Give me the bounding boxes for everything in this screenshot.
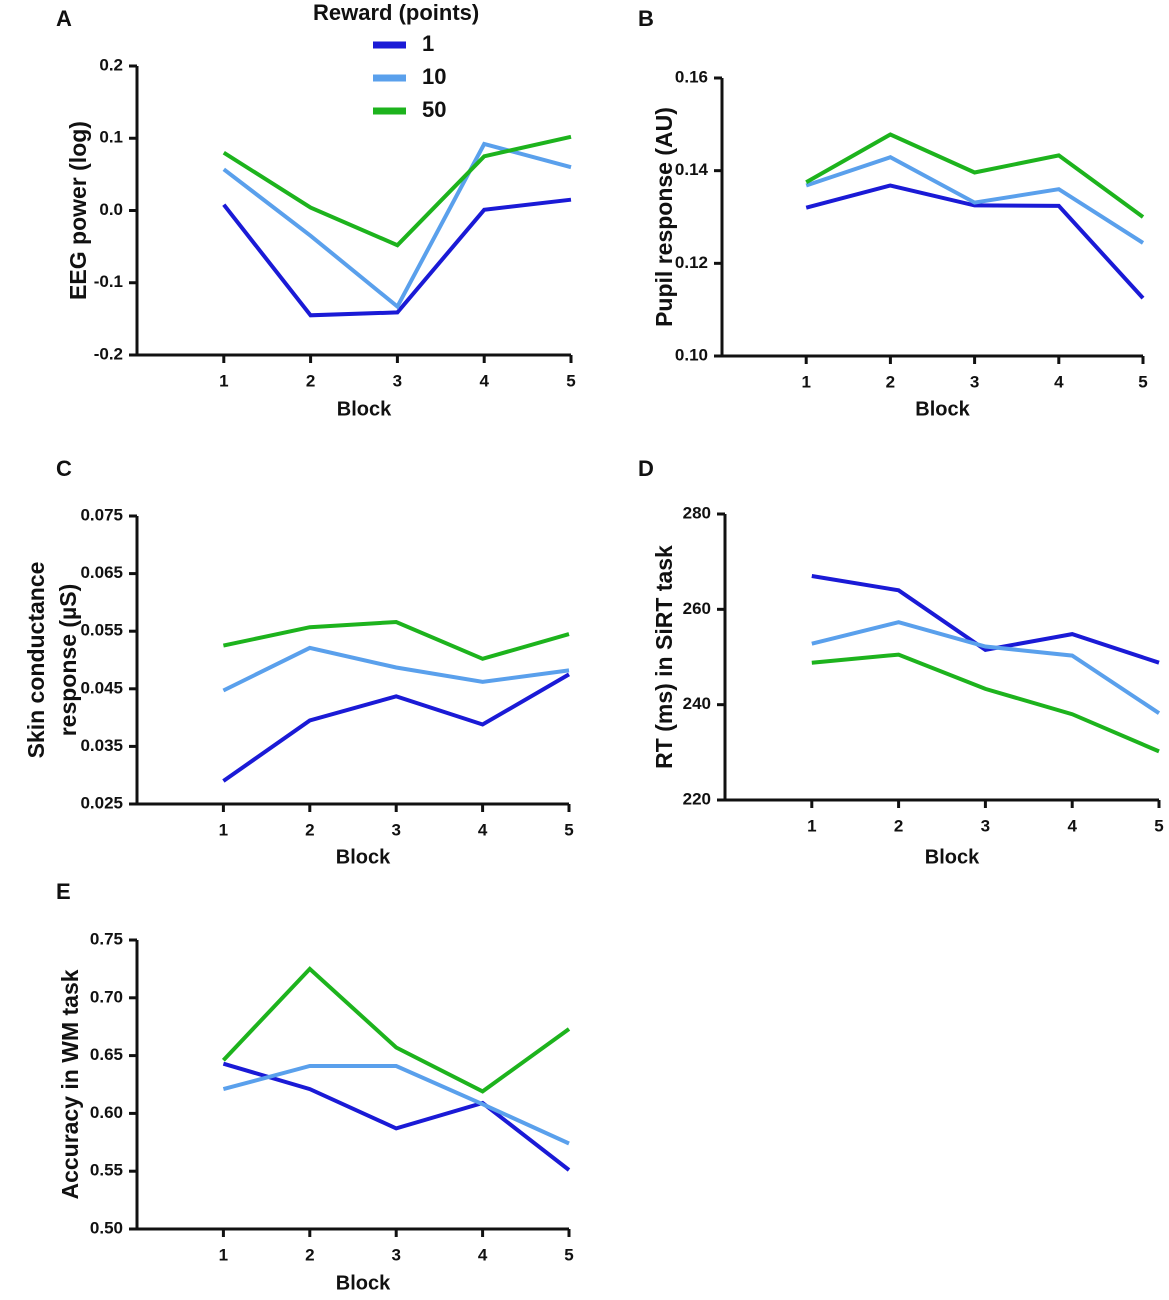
x-tick-label: 3 [393, 371, 402, 390]
legend-label-50: 50 [422, 97, 446, 122]
panel-letter: A [56, 6, 72, 31]
x-tick-label: 3 [981, 816, 990, 835]
y-tick-label: 0.70 [90, 987, 123, 1006]
series-line-reward-50 [811, 652, 1160, 754]
x-axis-label: Block [925, 846, 980, 868]
series-line-reward-1 [811, 574, 1160, 665]
panels: A -0.2 -0.1 0.0 0.1 0.2 1 2 3 4 5 Block EEG power (l… [23, 6, 1164, 1294]
y-tick-label: 0.045 [80, 678, 123, 697]
x-tick-label: 3 [391, 820, 400, 839]
y-tick-label: 0.0 [99, 200, 123, 219]
x-axis-label: Block [336, 1272, 391, 1294]
y-tick-label: 0.055 [80, 621, 123, 640]
x-tick-label: 2 [886, 372, 895, 391]
y-tick-label: 0.025 [80, 793, 123, 812]
y-tick-label: 0.60 [90, 1103, 123, 1122]
y-tick-label: 0.14 [675, 160, 709, 179]
x-tick-label: 4 [479, 371, 489, 390]
x-tick-label: 2 [306, 371, 315, 390]
series-line-reward-1 [805, 183, 1145, 300]
y-axis-label: RT (ms) in SiRT task [651, 545, 677, 769]
y-tick-label: 0.50 [90, 1218, 123, 1237]
panel-e: E 0.50 0.55 0.60 0.65 0.70 0.75 1 2 3 4 5 Block Accur… [56, 879, 574, 1294]
y-tick-label: 260 [683, 599, 711, 618]
y-tick-label: 0.035 [80, 736, 123, 755]
legend-title: Reward (points) [313, 0, 479, 25]
x-tick-label: 4 [1054, 372, 1064, 391]
series-line-reward-10 [222, 141, 572, 310]
x-tick-label: 5 [566, 371, 575, 390]
y-axis-label-line: Skin conductance [23, 562, 49, 759]
y-tick-label: 0.1 [99, 128, 123, 147]
y-axis-label-line: response (µS) [55, 584, 81, 737]
y-tick-label: -0.1 [94, 272, 123, 291]
series-line-reward-1 [222, 1061, 571, 1172]
series-line-reward-1 [222, 197, 572, 318]
y-tick-label: 0.10 [675, 345, 708, 364]
series-line-reward-50 [222, 619, 570, 661]
legend-label-1: 1 [422, 31, 434, 56]
x-tick-label: 5 [1154, 816, 1163, 835]
series-line-reward-50 [221, 966, 571, 1094]
x-tick-label: 2 [305, 820, 314, 839]
x-axis-label: Block [336, 846, 391, 868]
x-tick-label: 3 [970, 372, 979, 391]
y-tick-label: -0.2 [94, 344, 123, 363]
x-tick-label: 5 [564, 1245, 573, 1264]
y-tick-label: 0.16 [675, 67, 708, 86]
panel-a: A -0.2 -0.1 0.0 0.1 0.2 1 2 3 4 5 Block EEG power (l… [56, 6, 576, 420]
y-axis-label: EEG power (log) [65, 121, 91, 300]
series-line-reward-1 [222, 672, 571, 783]
x-tick-label: 5 [564, 820, 573, 839]
x-tick-label: 1 [219, 1245, 228, 1264]
x-tick-label: 1 [219, 820, 228, 839]
x-axis-label: Block [337, 398, 392, 420]
y-tick-label: 0.12 [675, 253, 708, 272]
panel-letter: E [56, 879, 71, 904]
y-tick-label: 0.065 [80, 563, 123, 582]
x-tick-label: 5 [1138, 372, 1147, 391]
y-tick-label: 0.55 [90, 1161, 123, 1180]
x-tick-label: 1 [807, 816, 816, 835]
x-tick-label: 4 [478, 1245, 488, 1264]
panel-letter: C [56, 456, 72, 481]
y-tick-label: 220 [683, 789, 711, 808]
series-line-reward-10 [222, 1064, 570, 1146]
panel-c: C 0.025 0.035 0.045 0.055 0.065 0.075 1 2 3 4 5 Bloc… [23, 456, 574, 868]
x-tick-label: 2 [894, 816, 903, 835]
panel-letter: B [638, 6, 654, 31]
x-tick-label: 2 [305, 1245, 314, 1264]
y-tick-label: 0.2 [99, 55, 123, 74]
x-tick-label: 4 [1067, 816, 1077, 835]
y-tick-label: 240 [683, 694, 711, 713]
y-tick-label: 0.65 [90, 1045, 123, 1064]
y-tick-label: 0.075 [80, 505, 123, 524]
y-tick-label: 280 [683, 503, 711, 522]
x-tick-label: 4 [478, 820, 488, 839]
legend-label-10: 10 [422, 64, 446, 89]
series-line-reward-10 [805, 155, 1145, 245]
x-tick-label: 3 [391, 1245, 400, 1264]
legend: Reward (points) 1 10 50 [313, 0, 479, 122]
y-axis-label: Accuracy in WM task [57, 969, 83, 1199]
panel-d: D 220 240 260 280 1 2 3 4 5 Block RT (ms) in SiRT t… [638, 456, 1164, 868]
panel-b: B 0.10 0.12 0.14 0.16 1 2 3 4 5 Block Pupil respons… [638, 6, 1148, 420]
series-line-reward-10 [222, 645, 570, 693]
x-tick-label: 1 [801, 372, 810, 391]
y-tick-label: 0.75 [90, 929, 123, 948]
y-axis-label: Pupil response (AU) [651, 107, 677, 327]
x-axis-label: Block [915, 398, 970, 420]
x-tick-label: 1 [219, 371, 228, 390]
series-line-reward-10 [811, 620, 1161, 715]
panel-letter: D [638, 456, 654, 481]
series-line-reward-50 [805, 132, 1145, 219]
series-line-reward-50 [222, 134, 572, 248]
